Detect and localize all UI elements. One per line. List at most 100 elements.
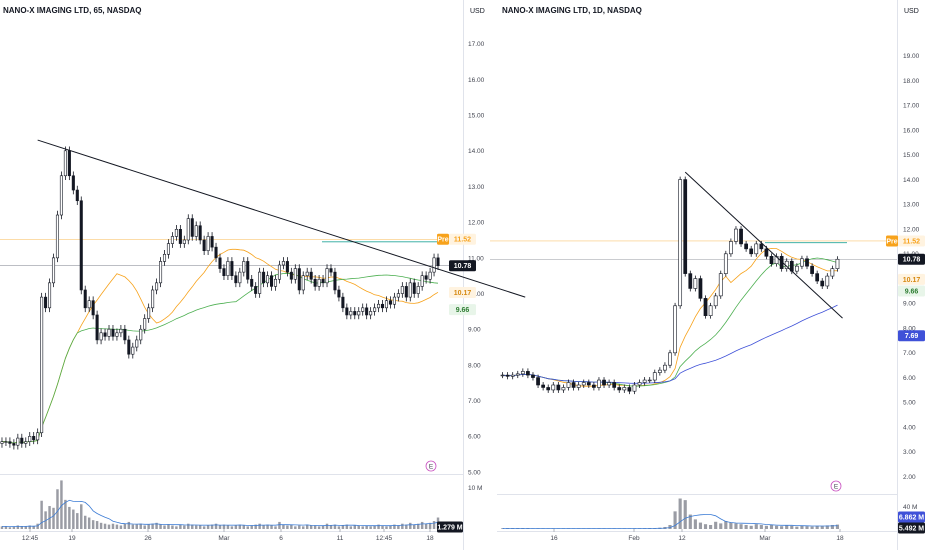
left-volume-bar-4	[17, 525, 19, 529]
left-candle-body-28	[112, 329, 114, 336]
left-candle-body-85	[338, 290, 340, 297]
left-y-tick-9: 8.00	[468, 362, 481, 369]
left-y-tick-12: 5.00	[468, 469, 481, 476]
left-candle-body-34	[136, 340, 138, 347]
left-candle-body-57	[227, 261, 229, 275]
left-volume-bar-100	[397, 525, 399, 529]
left-volume-bar-73	[290, 525, 292, 529]
right-candle-body-58	[795, 266, 798, 271]
left-volume-bar-30	[120, 525, 122, 529]
left-candle-body-7	[29, 436, 31, 441]
left-volume-bar-85	[338, 526, 340, 529]
right-volume-bar-60	[805, 526, 808, 529]
right-candle-body-63	[821, 281, 824, 286]
right-y-tick-16: 3.00	[903, 449, 916, 456]
left-volume-bar-90	[358, 525, 360, 529]
right-y-tick-3: 16.00	[903, 127, 920, 134]
right-y-tick-1: 18.00	[903, 78, 920, 85]
left-volume-bar-57	[227, 525, 229, 529]
left-candle-body-104	[413, 283, 415, 294]
left-candle-body-68	[270, 276, 272, 287]
left-volume-bar-44	[175, 526, 177, 529]
right-volume-bar-42	[714, 522, 717, 529]
left-candle-body-89	[354, 311, 356, 315]
right-candle-body-5	[526, 371, 529, 375]
left-candle-body-96	[381, 304, 383, 308]
right-candle-body-48	[745, 244, 748, 249]
left-volume-bar-70	[278, 522, 280, 529]
left-volume-bar-86	[342, 525, 344, 529]
right-ma-blue-line	[503, 305, 838, 383]
left-candle-body-73	[290, 272, 292, 279]
right-candle-body-32	[663, 365, 666, 370]
right-volume-bar-53	[770, 525, 773, 529]
left-volume-bar-109	[433, 521, 435, 529]
left-candle-body-78	[310, 272, 312, 279]
left-volume-bar-38	[151, 524, 153, 529]
left-volume-value-tag: 1.279 M	[437, 524, 462, 531]
left-x-tick-6: 12:45	[376, 535, 393, 542]
left-volume-bar-27	[108, 525, 110, 529]
right-candle-body-1	[506, 375, 509, 376]
left-candle-body-52	[207, 236, 209, 250]
right-x-tick-0: 16	[550, 535, 558, 542]
right-volume-bar-39	[699, 523, 702, 529]
left-volume-bar-21	[84, 516, 86, 529]
right-x-tick-3: Mar	[759, 535, 771, 542]
left-candle-body-62	[247, 261, 249, 279]
right-candle-body-43	[719, 274, 722, 296]
left-candle-body-84	[334, 272, 336, 290]
right-candle-body-62	[816, 274, 819, 281]
left-candle-body-21	[84, 290, 86, 308]
left-candle-body-98	[389, 301, 391, 305]
left-candle-body-20	[80, 201, 82, 290]
left-volume-bar-78	[310, 525, 312, 529]
right-y-tick-13: 6.00	[903, 375, 916, 382]
left-candle-body-42	[167, 244, 169, 255]
right-candle-body-19	[597, 380, 600, 387]
right-x-tick-4: 18	[836, 535, 844, 542]
right-volume-bar-54	[775, 526, 778, 529]
left-volume-bar-65	[258, 524, 260, 529]
right-candle-body-27	[638, 383, 641, 385]
right-candle-body-16	[582, 383, 585, 385]
right-candle-body-29	[648, 380, 651, 381]
right-candle-body-12	[562, 387, 565, 389]
right-volume-bar-35	[679, 499, 682, 529]
left-candle-body-58	[231, 261, 233, 275]
right-x-tick-2: 12	[678, 535, 686, 542]
left-candle-body-79	[314, 279, 316, 286]
left-candle-body-65	[258, 272, 260, 293]
right-volume-bar-40	[704, 524, 707, 529]
left-volume-bar-8	[32, 526, 34, 529]
left-volume-bar-104	[413, 525, 415, 529]
right-volume-bar-49	[750, 526, 753, 529]
right-volume-bar-51	[760, 525, 763, 529]
right-candle-body-2	[511, 375, 514, 376]
right-candle-body-36	[684, 180, 687, 274]
left-candle-body-72	[286, 261, 288, 272]
right-candle-body-6	[531, 375, 534, 377]
left-volume-bar-43	[171, 525, 173, 529]
right-y-tick-0: 19.00	[903, 53, 920, 60]
left-volume-bar-69	[274, 526, 276, 529]
right-currency-label[interactable]: USD	[904, 8, 919, 15]
left-candle-body-35	[139, 329, 141, 340]
left-candle-body-13	[52, 258, 54, 283]
left-volume-bar-89	[354, 525, 356, 529]
right-candle-body-7	[536, 378, 539, 385]
left-candle-body-23	[92, 301, 94, 315]
left-premarket-label: Pre	[437, 237, 448, 244]
left-candle-body-90	[358, 311, 360, 315]
left-candle-body-64	[254, 286, 256, 293]
right-candle-body-39	[699, 279, 702, 299]
left-currency-label[interactable]: USD	[470, 8, 485, 15]
left-volume-bar-75	[298, 525, 300, 529]
right-y-tick-4: 15.00	[903, 152, 920, 159]
right-candle-body-60	[805, 259, 808, 266]
right-y-tick-7: 12.00	[903, 226, 920, 233]
left-candle-body-27	[108, 329, 110, 336]
left-candle-body-69	[274, 279, 276, 286]
